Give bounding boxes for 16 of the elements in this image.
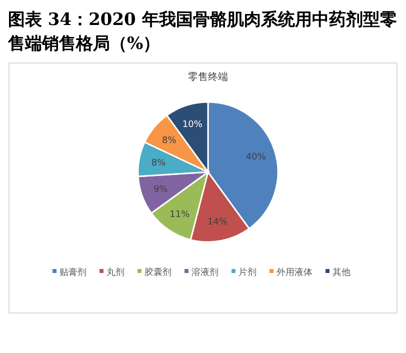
data-label: 14% [207,218,228,228]
legend-label: 丸剂 [106,267,124,278]
data-label: 9% [153,185,168,196]
legend-label: 溶液剂 [192,267,218,278]
legend-label: 胶囊剂 [144,267,172,278]
data-label: 10% [182,120,203,130]
legend-label: 其他 [332,267,350,278]
data-label: 8% [151,158,166,169]
legend-label: 片剂 [238,267,256,278]
data-label: 40% [246,152,266,163]
data-label: 8% [162,136,177,146]
chart-title: 图表 34：2020 年我国骨骼肌肉系统用中药剂型零售端销售格局（%） [8,9,398,56]
chart-subtitle: 零售终端 [188,71,228,83]
legend-label: 外用液体 [276,267,312,278]
legend-label: 贴膏剂 [60,267,86,278]
data-label: 11% [170,210,190,220]
